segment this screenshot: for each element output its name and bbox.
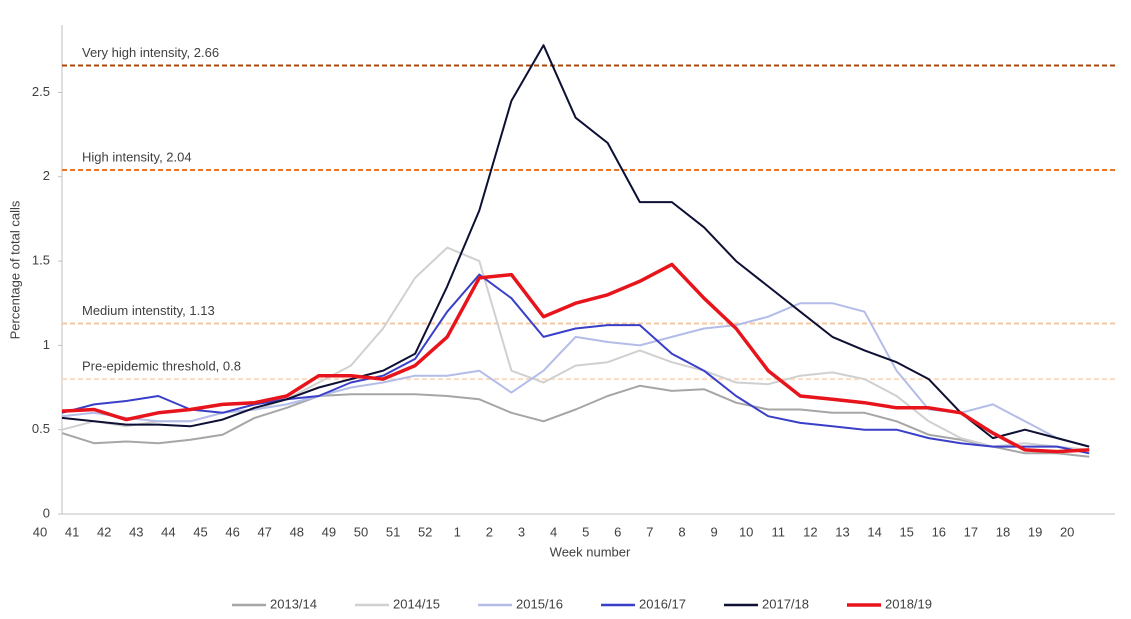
x-tick-label: 15 xyxy=(899,524,913,539)
y-tick-label: 0 xyxy=(43,505,50,520)
x-tick-label: 1 xyxy=(454,524,461,539)
x-tick-label: 44 xyxy=(161,524,175,539)
legend-label: 2016/17 xyxy=(639,596,686,611)
x-tick-label: 43 xyxy=(129,524,143,539)
series-line xyxy=(61,384,1090,458)
x-tick-label: 13 xyxy=(835,524,849,539)
x-tick-label: 5 xyxy=(582,524,589,539)
x-tick-label: 12 xyxy=(803,524,817,539)
x-tick-label: 48 xyxy=(290,524,304,539)
legend-label: 2018/19 xyxy=(885,596,932,611)
series-line xyxy=(61,262,1090,454)
legend-label: 2013/14 xyxy=(270,596,317,611)
x-tick-label: 20 xyxy=(1060,524,1074,539)
x-tick-label: 16 xyxy=(932,524,946,539)
x-tick-label: 17 xyxy=(964,524,978,539)
y-tick-label: 1.5 xyxy=(32,253,50,268)
x-tick-label: 7 xyxy=(646,524,653,539)
x-tick-label: 8 xyxy=(678,524,685,539)
x-tick-label: 42 xyxy=(97,524,111,539)
threshold-label: High intensity, 2.04 xyxy=(82,149,192,164)
x-tick-label: 3 xyxy=(518,524,525,539)
x-tick-label: 45 xyxy=(193,524,207,539)
x-tick-label: 47 xyxy=(257,524,271,539)
x-tick-label: 14 xyxy=(867,524,881,539)
y-tick-label: 0.5 xyxy=(32,421,50,436)
threshold-label: Very high intensity, 2.66 xyxy=(82,45,219,60)
x-tick-label: 50 xyxy=(354,524,368,539)
x-tick-label: 6 xyxy=(614,524,621,539)
x-tick-label: 10 xyxy=(739,524,753,539)
x-tick-label: 4 xyxy=(550,524,557,539)
legend-label: 2017/18 xyxy=(762,596,809,611)
threshold-label: Pre-epidemic threshold, 0.8 xyxy=(82,359,241,374)
x-tick-label: 49 xyxy=(322,524,336,539)
y-tick-label: 1 xyxy=(43,337,50,352)
x-tick-label: 51 xyxy=(386,524,400,539)
x-tick-label: 19 xyxy=(1028,524,1042,539)
series-line xyxy=(61,246,1090,451)
x-tick-label: 2 xyxy=(486,524,493,539)
x-tick-label: 41 xyxy=(65,524,79,539)
threshold-label: Medium intenstity, 1.13 xyxy=(82,303,215,318)
y-tick-label: 2 xyxy=(43,168,50,183)
x-tick-label: 11 xyxy=(772,524,786,539)
series-line xyxy=(61,302,1090,448)
x-tick-label: 18 xyxy=(996,524,1010,539)
x-tick-label: 46 xyxy=(225,524,239,539)
series-line xyxy=(61,273,1090,455)
legend-label: 2015/16 xyxy=(516,596,563,611)
y-axis-label: Percentage of total calls xyxy=(7,200,22,339)
x-tick-label: 9 xyxy=(710,524,717,539)
series-line xyxy=(61,44,1090,448)
y-tick-label: 2.5 xyxy=(32,84,50,99)
x-tick-label: 52 xyxy=(418,524,432,539)
x-axis-label: Week number xyxy=(550,544,631,559)
x-tick-label: 40 xyxy=(33,524,47,539)
legend-label: 2014/15 xyxy=(393,596,440,611)
